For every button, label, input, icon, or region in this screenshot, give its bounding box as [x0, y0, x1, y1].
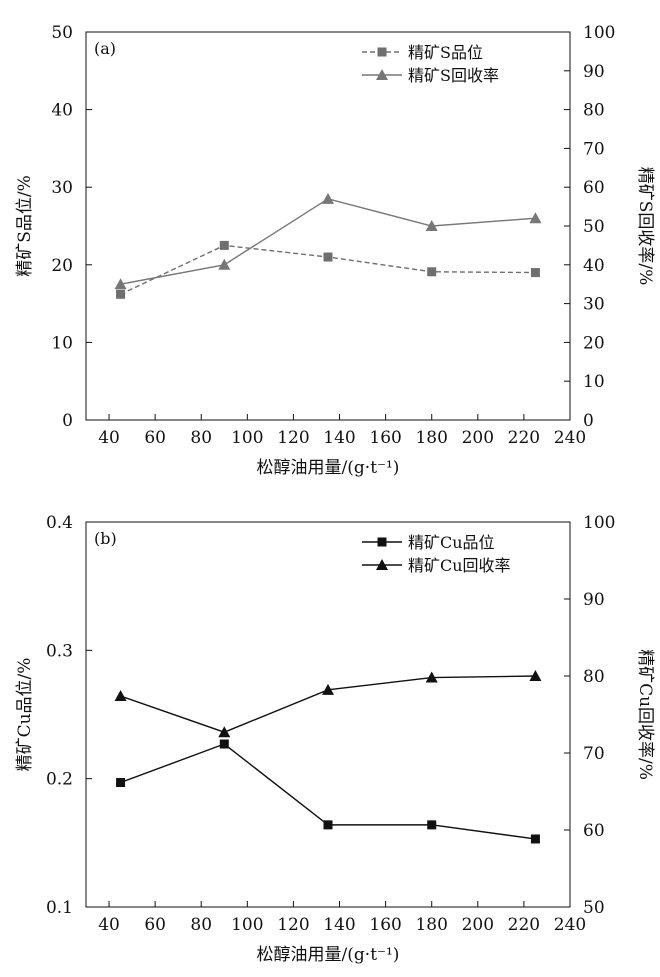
y-left-tick-label: 20 [51, 256, 73, 276]
y-right-tick-label: 80 [583, 101, 605, 121]
x-tick-label: 160 [369, 915, 401, 935]
series-line-recovery [120, 198, 536, 285]
y-right-tick-label: 50 [583, 217, 605, 237]
data-point-triangle [425, 671, 438, 683]
data-point-triangle [218, 726, 231, 738]
legend-label: 精矿S回收率 [408, 66, 499, 85]
x-tick-label: 40 [98, 428, 120, 448]
y-right-tick-label: 70 [583, 139, 605, 159]
y-left-axis-title: 精矿S品位/% [15, 175, 35, 277]
data-point-square [530, 268, 540, 278]
y-right-tick-label: 30 [583, 295, 605, 315]
y-left-axis-title: 精矿Cu品位/% [15, 658, 35, 772]
data-point-square [116, 289, 126, 299]
data-point-triangle [529, 670, 542, 681]
x-tick-label: 120 [277, 915, 309, 935]
y-left-tick-label: 30 [51, 178, 73, 198]
y-right-tick-label: 10 [583, 372, 605, 392]
data-point-square [530, 834, 540, 844]
data-point-square [427, 820, 437, 830]
legend-label: 精矿S品位 [408, 43, 483, 62]
x-tick-label: 140 [323, 915, 355, 935]
y-right-axis-title: 精矿S回收率/% [635, 167, 655, 286]
x-tick-label: 160 [369, 428, 401, 448]
data-point-square [323, 820, 333, 830]
legend-marker [377, 537, 387, 547]
x-axis-title: 松醇油用量/(g·t⁻¹) [257, 945, 400, 965]
y-left-tick-label: 0.4 [46, 513, 73, 533]
y-right-tick-label: 90 [583, 62, 605, 82]
data-point-triangle [322, 683, 334, 695]
panel-label: (b) [94, 529, 117, 548]
y-left-tick-label: 40 [51, 101, 73, 121]
x-tick-label: 60 [144, 428, 166, 448]
y-right-tick-label: 90 [583, 590, 605, 610]
y-right-tick-label: 60 [583, 178, 605, 198]
x-tick-label: 180 [415, 915, 447, 935]
y-right-tick-label: 0 [583, 411, 594, 431]
y-right-tick-label: 20 [583, 333, 605, 353]
y-right-axis-title: 精矿Cu回收率/% [635, 649, 655, 780]
x-tick-label: 220 [508, 428, 540, 448]
x-tick-label: 240 [554, 915, 586, 935]
x-tick-label: 40 [98, 915, 120, 935]
data-point-square [219, 739, 229, 749]
legend-label: 精矿Cu品位 [408, 533, 495, 552]
x-tick-label: 80 [190, 915, 212, 935]
data-point-triangle [114, 690, 127, 702]
y-right-tick-label: 50 [583, 898, 605, 918]
legend-label: 精矿Cu回收率 [408, 556, 511, 575]
x-tick-label: 120 [277, 428, 309, 448]
x-tick-label: 60 [144, 915, 166, 935]
y-left-tick-label: 10 [51, 333, 73, 353]
y-left-tick-label: 0.3 [46, 641, 73, 661]
legend-marker [376, 559, 388, 570]
data-point-square [427, 267, 437, 277]
x-tick-label: 100 [231, 428, 263, 448]
panel-b: 40 60 80 100 120 140 160 180 200 220 240 0.1 0.2 0.3 0… [15, 513, 655, 965]
x-axis-title: 松醇油用量/(g·t⁻¹) [257, 458, 400, 478]
y-right-tick-label: 80 [583, 667, 605, 687]
x-tick-label: 200 [462, 915, 494, 935]
y-left-tick-label: 0.1 [46, 898, 73, 918]
y-left-tick-label: 0.2 [46, 770, 73, 790]
data-point-square [219, 240, 229, 250]
panel-label: (a) [94, 39, 116, 58]
panel-a: 40 60 80 100 120 140 160 180 200 220 2400102030405… [15, 23, 655, 478]
x-tick-label: 80 [190, 428, 212, 448]
y-right-tick-label: 40 [583, 256, 605, 276]
y-right-tick-label: 60 [583, 821, 605, 841]
y-right-tick-label: 70 [583, 744, 605, 764]
data-point-triangle [529, 212, 542, 224]
x-tick-label: 180 [415, 428, 447, 448]
x-tick-label: 100 [231, 915, 263, 935]
legend-marker [377, 47, 387, 57]
legend-marker [376, 69, 388, 80]
data-point-triangle [322, 192, 334, 204]
data-point-square [323, 252, 333, 262]
data-point-triangle [114, 278, 127, 290]
y-right-tick-label: 100 [583, 513, 615, 533]
data-point-triangle [425, 220, 438, 231]
y-left-tick-label: 0 [62, 411, 73, 431]
plot-frame [85, 521, 571, 908]
y-right-tick-label: 100 [583, 23, 615, 43]
data-point-triangle [218, 258, 231, 270]
y-left-tick-label: 50 [51, 23, 73, 43]
x-tick-label: 240 [554, 428, 586, 448]
x-tick-label: 200 [462, 428, 494, 448]
x-tick-label: 140 [323, 428, 355, 448]
data-point-square [116, 778, 126, 788]
x-tick-label: 220 [508, 915, 540, 935]
plot-frame [85, 31, 571, 421]
